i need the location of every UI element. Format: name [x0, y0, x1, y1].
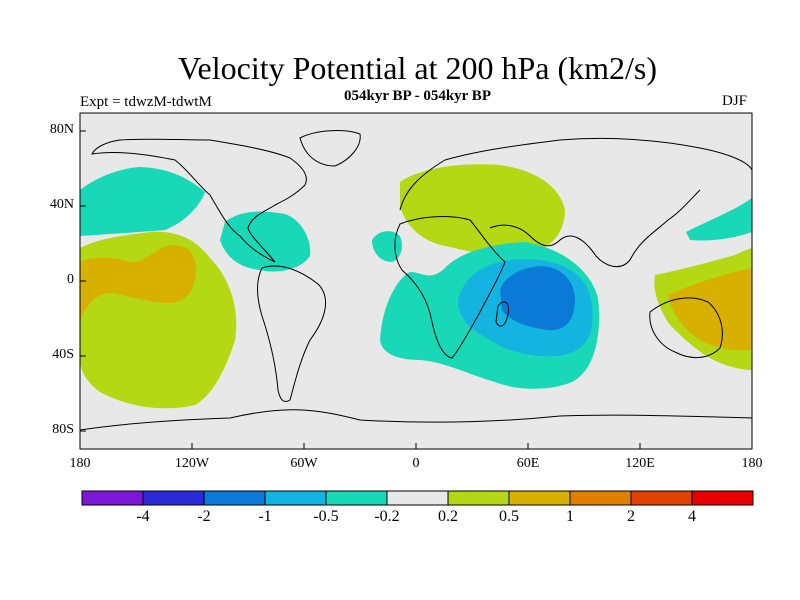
colorbar-segment: [203, 490, 266, 506]
colorbar-segment: [386, 490, 449, 506]
eurasia-coast: [399, 137, 752, 268]
axis-ticks: [79, 130, 753, 449]
colorbar-label: 0.2: [438, 508, 458, 525]
colorbar-label: 1: [566, 508, 574, 525]
contour-north-pacific: [80, 167, 205, 236]
contour-fills: [80, 164, 752, 409]
x-tick-label: 0: [412, 456, 420, 471]
colorbar-label: -1: [258, 508, 272, 525]
colorbar-label: -0.2: [374, 508, 400, 525]
season-label: DJF: [722, 93, 748, 109]
colorbar-segment: [81, 490, 144, 506]
y-tick-label: 80N: [49, 122, 74, 137]
colorbar-segment: [264, 490, 327, 506]
africa-coast: [394, 216, 506, 359]
contour-west-pacific-gold: [668, 268, 752, 351]
colorbar-label: -0.5: [313, 508, 339, 525]
colorbar-segment: [691, 490, 754, 506]
y-tick-label: 80S: [52, 422, 74, 437]
contour-eurasia: [400, 164, 565, 257]
colorbar-label: 2: [627, 508, 635, 525]
contour-ne-pacific: [686, 198, 752, 241]
greenland-coast: [299, 130, 361, 167]
y-tick-label: 40N: [49, 197, 74, 212]
colorbar-segment: [630, 490, 693, 506]
contour-indian-core: [500, 266, 575, 331]
map-subtitle: 054kyr BP - 054kyr BP: [344, 88, 491, 104]
antarctica-coast: [80, 409, 752, 431]
x-tick-label: 180: [69, 456, 91, 471]
colorbar-label: -4: [136, 508, 150, 525]
colorbar-label: 4: [688, 508, 696, 525]
x-tick-label: 60W: [290, 456, 318, 471]
map-title: Velocity Potential at 200 hPa (km2/s): [177, 50, 658, 86]
experiment-label: Expt = tdwzM-tdwtM: [80, 94, 212, 110]
y-tick-label: 40S: [52, 347, 74, 362]
madagascar-coast: [495, 301, 509, 327]
colorbar-segment: [508, 490, 571, 506]
colorbar-segment: [569, 490, 632, 506]
colorbar-segment: [447, 490, 510, 506]
colorbar-segment: [142, 490, 205, 506]
x-tick-label: 60E: [516, 456, 540, 471]
x-tick-label: 120W: [174, 456, 210, 471]
colorbar-segment: [325, 490, 388, 506]
x-tick-label: 180: [741, 456, 763, 471]
contour-pacific-gold: [80, 244, 196, 322]
contour-caribbean: [220, 211, 311, 272]
australia-coast: [649, 297, 723, 358]
north-america-coast: [91, 138, 307, 263]
south-america-coast: [257, 265, 327, 403]
colorbar-label: 0.5: [499, 508, 519, 525]
x-tick-label: 120E: [625, 456, 655, 471]
colorbar-label: -2: [197, 508, 211, 525]
contour-atlantic-small: [372, 231, 402, 262]
y-tick-label: 0: [67, 272, 74, 287]
coastlines: [80, 130, 752, 431]
colorbar: [81, 490, 754, 506]
